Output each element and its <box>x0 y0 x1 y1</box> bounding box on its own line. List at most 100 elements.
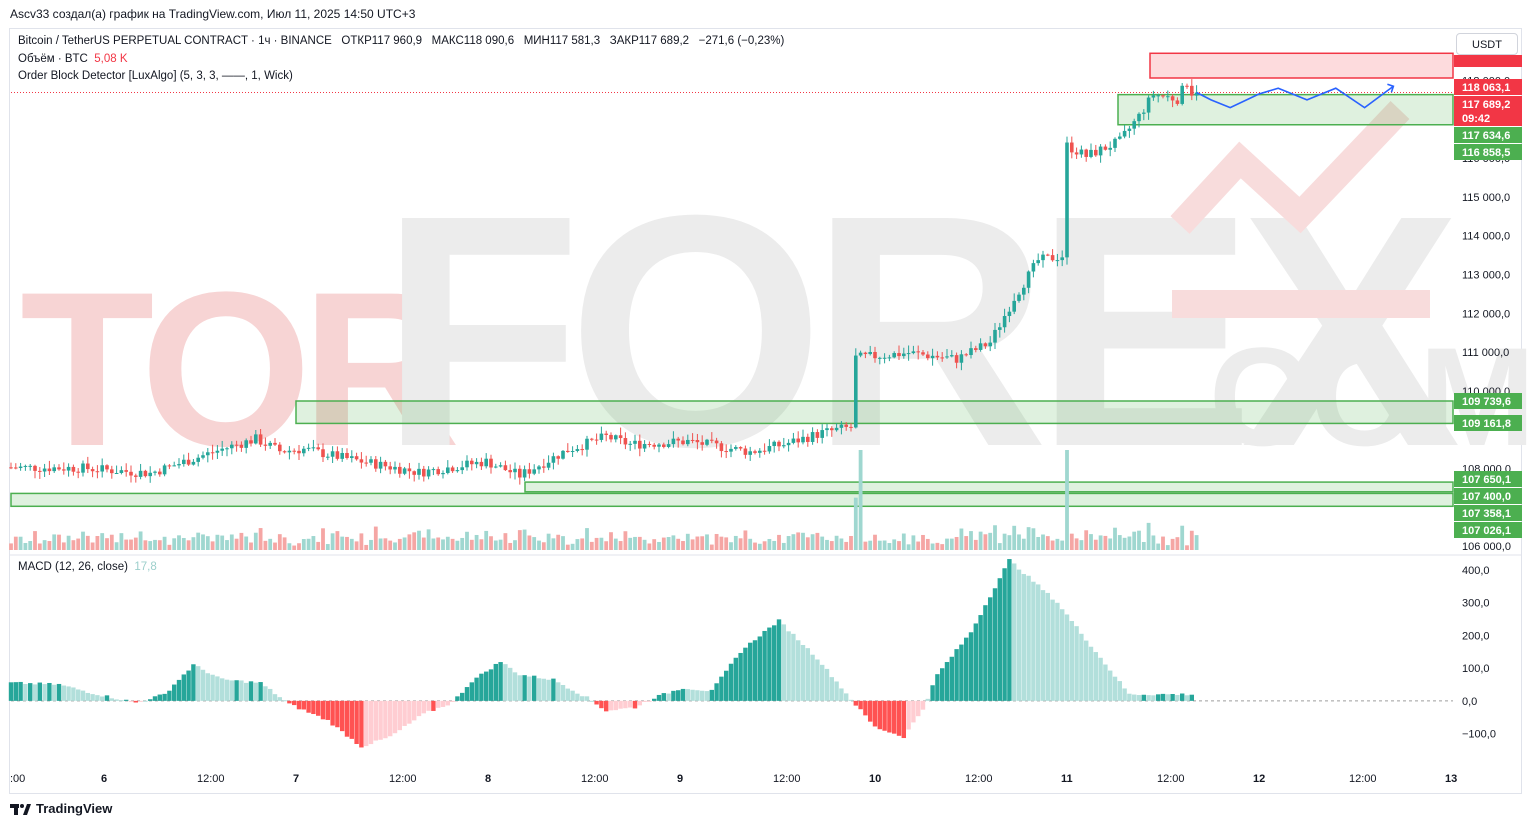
volume-bar <box>546 533 551 550</box>
candle-body <box>858 352 863 356</box>
candle-body <box>239 444 244 448</box>
candle-body <box>1089 149 1093 157</box>
volume-bar <box>465 531 469 550</box>
volume-bar <box>762 541 767 550</box>
volume-bar <box>196 532 201 550</box>
volume-bar <box>489 536 493 550</box>
candle-body <box>570 450 575 452</box>
macd-bar <box>191 664 196 701</box>
candle-body <box>921 352 925 355</box>
volume-bar <box>316 541 321 550</box>
macd-bar <box>128 700 134 702</box>
macd-bar <box>940 668 945 701</box>
currency-selector[interactable]: USDT <box>1456 33 1518 55</box>
macd-bar <box>983 605 988 701</box>
volume-bar <box>825 539 829 550</box>
candle-body <box>1166 96 1170 98</box>
volume-bar <box>153 539 157 550</box>
macd-bar <box>685 689 690 701</box>
macd-bar <box>224 679 230 701</box>
volume-bar <box>1045 536 1050 550</box>
candle-body <box>1094 149 1098 156</box>
volume-bar <box>1161 536 1165 550</box>
candle-body <box>988 342 992 347</box>
volume-bar <box>143 540 148 550</box>
candle-body <box>311 447 316 449</box>
time-tick-label: 12:00 <box>965 773 993 785</box>
high-value: 118 090,6 <box>463 35 515 47</box>
price-tag-label: 117 689,2 <box>1462 99 1510 111</box>
indicator-legend[interactable]: Order Block Detector [LuxAlgo] (5, 3, 3,… <box>18 70 293 82</box>
candle-body <box>431 469 436 471</box>
candle-body <box>306 447 311 449</box>
price-tag-bg <box>1454 127 1522 143</box>
candle-body <box>1190 85 1194 96</box>
candle-body <box>66 466 71 471</box>
volume-bar <box>585 528 589 550</box>
macd-bar <box>541 678 546 701</box>
time-tick-label: 6 <box>101 773 107 785</box>
candle-body <box>513 468 517 473</box>
candle-body <box>1084 149 1088 157</box>
macd-bar <box>157 694 162 701</box>
macd-bar <box>532 675 537 701</box>
chart-caption: Ascv33 создал(а) график на TradingView.c… <box>10 7 416 21</box>
candle-body <box>930 355 935 359</box>
macd-bar <box>968 632 974 701</box>
volume-bar <box>9 543 13 550</box>
candle-body <box>369 459 373 463</box>
macd-bar <box>311 700 316 715</box>
volume-bar <box>642 539 647 550</box>
candle-body <box>225 448 229 450</box>
macd-bar <box>234 680 239 701</box>
volume-bar <box>445 536 450 550</box>
candle-body <box>18 466 23 469</box>
macd-bar <box>690 689 695 701</box>
volume-bar <box>1041 534 1045 550</box>
volume-bar <box>738 538 743 550</box>
candle-body <box>676 438 680 441</box>
candle-body <box>71 466 76 472</box>
candle-body <box>398 466 402 474</box>
macd-bar <box>52 684 57 701</box>
price-tag-label: 107 358,1 <box>1462 508 1511 520</box>
macd-bar <box>1151 695 1156 701</box>
macd-bar <box>1122 688 1127 701</box>
volume-bar <box>820 536 825 550</box>
candle-body <box>1070 142 1074 153</box>
macd-bar <box>287 700 292 704</box>
time-tick-label: 12:00 <box>1157 773 1185 785</box>
candle-body <box>801 436 805 443</box>
candle-body <box>916 351 920 353</box>
symbol-legend[interactable]: Bitcoin / TetherUS PERPETUAL CONTRACT · … <box>18 35 784 47</box>
candle-body <box>479 461 484 467</box>
volume-legend[interactable]: Объём · BTC 5,08 K <box>18 53 128 65</box>
volume-bar <box>661 537 666 550</box>
volume-bar <box>157 540 162 550</box>
volume-bar <box>431 538 436 550</box>
macd-bar <box>676 690 681 701</box>
volume-bar <box>1117 535 1122 550</box>
volume-bar <box>282 537 287 550</box>
tradingview-logo[interactable]: TradingView <box>10 801 112 816</box>
candle-body <box>1002 316 1007 328</box>
volume-bar <box>412 532 417 550</box>
macd-bar <box>512 672 518 701</box>
price-tag-bg <box>1454 471 1522 487</box>
volume-bar <box>95 536 100 550</box>
volume-bar <box>181 537 186 550</box>
macd-bar <box>464 687 470 701</box>
macd-legend[interactable]: MACD (12, 26, close) 17,8 <box>18 561 157 573</box>
volume-bar <box>340 536 345 550</box>
candle-body <box>671 438 676 445</box>
macd-bar <box>805 648 810 701</box>
macd-bar <box>925 698 930 701</box>
volume-bar <box>954 536 959 550</box>
macd-bar <box>8 682 14 701</box>
macd-bar <box>248 681 254 701</box>
forecast-polyline <box>1196 85 1394 109</box>
macd-bar <box>896 700 902 736</box>
chart-frame[interactable] <box>9 28 1522 794</box>
macd-bar <box>172 684 177 701</box>
